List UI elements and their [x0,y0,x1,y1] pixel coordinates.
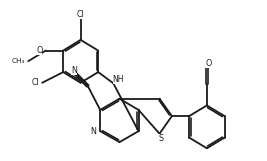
Text: O: O [36,46,42,55]
Text: Cl: Cl [77,10,84,19]
Text: S: S [158,134,163,143]
Text: N: N [90,127,96,136]
Text: NH: NH [113,75,124,84]
Text: CH₃: CH₃ [12,58,25,64]
Text: O: O [205,59,211,68]
Text: N: N [71,66,77,75]
Text: Cl: Cl [31,78,39,87]
